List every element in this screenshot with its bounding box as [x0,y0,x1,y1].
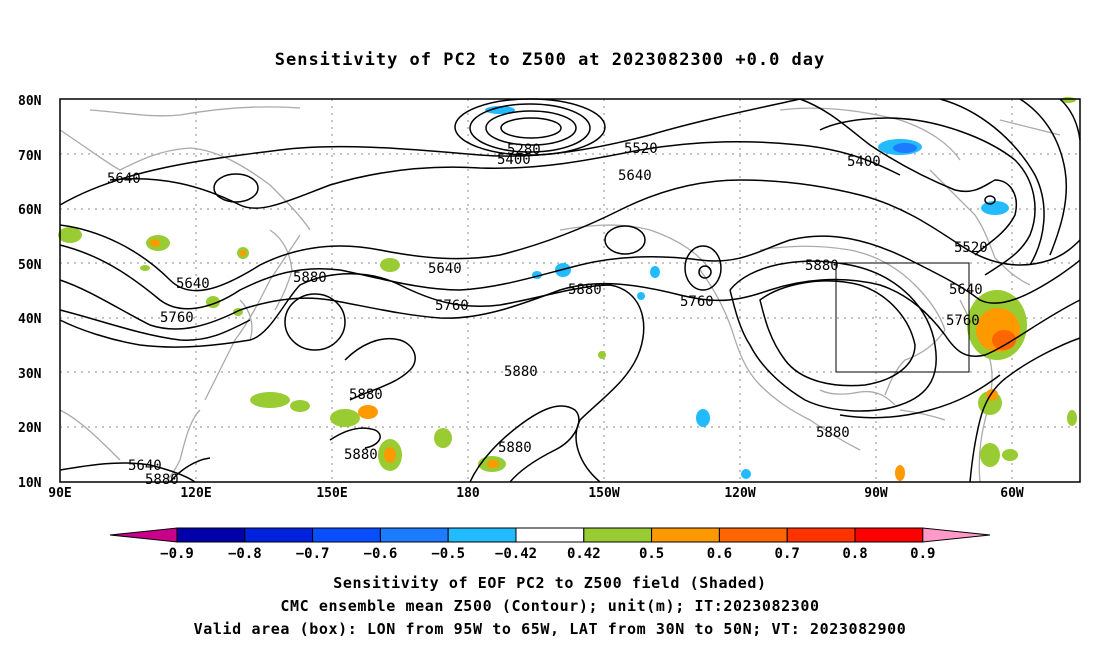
contour-label: 5640 [949,282,983,298]
colorbar-label: 0.8 [842,546,867,562]
colorbar-segment [176,527,246,543]
grid-lines [60,99,1080,482]
contour-label: 5880 [344,447,378,463]
colorbar-label: −0.5 [431,546,465,562]
footer-line-3: Valid area (box): LON from 95W to 65W, L… [193,620,907,638]
contour-label: 5760 [680,294,714,310]
colorbar-label: −0.9 [160,546,194,562]
colorbar-segment [379,527,449,543]
lat-label: 30N [18,367,42,382]
contour-label: 5640 [618,168,652,184]
contour-label: 5640 [107,171,141,187]
valid-area-box [835,262,970,373]
colorbar-label: 0.6 [707,546,732,562]
lat-label: 40N [18,312,42,327]
contour-label: 5760 [946,313,980,329]
colorbar-label: 0.5 [639,546,664,562]
lat-label: 20N [18,421,42,436]
coastlines [59,106,1061,483]
contour-label: 5880 [805,258,839,274]
lon-label: 90W [864,486,888,501]
contour-label: 5880 [293,270,327,286]
map-title: Sensitivity of PC2 to Z500 at 2023082300… [274,50,826,70]
colorbar-label: 0.9 [910,546,935,562]
contour-label: 5880 [349,387,383,403]
contour-label: 5880 [568,282,602,298]
colorbar-segment [718,527,788,543]
colorbar: −0.9 −0.8 −0.7 −0.6 −0.5 −0.42 0.42 0.5 0.6 0.7 0.… [109,527,991,562]
lon-label: 60W [1000,486,1024,501]
latitude-axis: 80N 70N 60N 50N 40N 30N 20N 10N [18,94,42,491]
lat-label: 50N [18,258,42,273]
colorbar-segment [854,527,924,543]
contour-label: 5880 [816,425,850,441]
contour-label: 5880 [498,440,532,456]
colorbar-arrow-low [109,527,178,543]
footer-line-1: Sensitivity of EOF PC2 to Z500 field (Sh… [333,574,767,592]
sensitivity-shading [58,97,1077,481]
lon-label: 180 [456,486,480,501]
z500-contours [59,98,1081,483]
lon-label: 120E [180,486,211,501]
contour-label: 5640 [128,458,162,474]
colorbar-label: −0.42 [495,546,537,562]
footer-line-2: CMC ensemble mean Z500 (Contour); unit(m… [280,597,820,615]
colorbar-segment [583,527,653,543]
plot-area: 5280 5400 5520 5640 5640 5400 5520 5640 … [58,97,1081,488]
contour-label: 5280 [507,142,541,158]
plot-frame [59,98,1081,483]
colorbar-label: −0.6 [364,546,398,562]
contour-label: 5760 [160,310,194,326]
contour-label: 5520 [954,240,988,256]
colorbar-label: −0.7 [296,546,330,562]
colorbar-segment [447,527,517,543]
contour-label: 5400 [497,152,531,168]
lat-label: 70N [18,149,42,164]
colorbar-segment [786,527,856,543]
longitude-axis: 90E 120E 150E 180 150W 120W 90W 60W [48,486,1024,501]
colorbar-segment [312,527,381,543]
lon-label: 150W [588,486,619,501]
contour-label: 5400 [847,154,881,170]
lon-label: 90E [48,486,71,501]
contour-label: 5880 [504,364,538,380]
colorbar-label: 0.42 [567,546,601,562]
colorbar-label: 0.7 [775,546,800,562]
contour-label: 5640 [176,276,210,292]
contour-label: 5880 [145,472,179,488]
lat-label: 60N [18,203,42,218]
contour-label: 5760 [435,298,469,314]
colorbar-segment [651,527,720,543]
colorbar-arrow-high [922,527,991,543]
contour-label: 5520 [624,141,658,157]
colorbar-segment [244,527,314,543]
colorbar-segment [515,527,585,543]
lat-label: 80N [18,94,42,109]
lat-label: 10N [18,476,42,491]
lon-label: 150E [316,486,347,501]
colorbar-label: −0.8 [228,546,262,562]
contour-label: 5640 [428,261,462,277]
contour-labels: 5280 5400 5520 5640 5640 5400 5520 5640 … [107,141,988,488]
lon-label: 120W [724,486,755,501]
